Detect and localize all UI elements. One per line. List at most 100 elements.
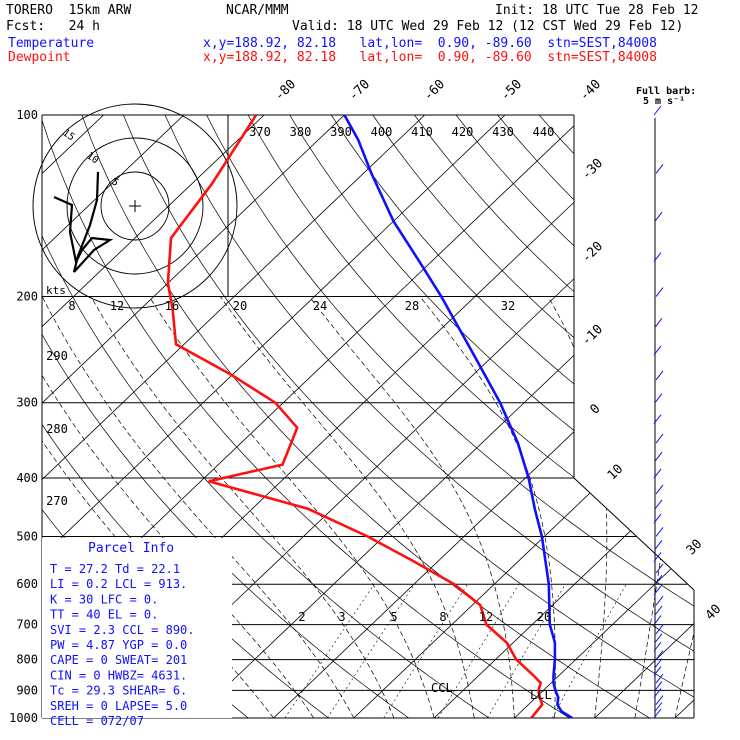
wind-barb (653, 708, 662, 719)
scale-label: 28 (405, 299, 419, 313)
wind-barb (654, 605, 663, 616)
wind-barb (653, 105, 662, 116)
center-label: NCAR/MMM (226, 3, 289, 18)
legend-dewpoint: Dewpoint (8, 50, 71, 65)
pressure-tick-label: 800 (16, 653, 38, 667)
wind-barb (655, 484, 664, 495)
dry-adiabat (331, 115, 694, 718)
moist-adiabat (42, 296, 355, 718)
isotherm-line (42, 115, 265, 718)
scale-label: 12 (110, 299, 124, 313)
parcel-info-row: PW = 4.87 YGP = 0.0 (50, 638, 187, 652)
hodograph: 5 10 15 (32, 103, 238, 309)
wind-barb (654, 633, 663, 643)
mixing-ratio-line (327, 584, 415, 718)
isotherm-label: 30 (684, 537, 706, 559)
theta-label: 420 (452, 125, 474, 139)
hodograph-ring (32, 103, 238, 309)
theta-label: 390 (330, 125, 352, 139)
wind-barb (655, 164, 664, 174)
init-time: Init: 18 UTC Tue 28 Feb 12 (495, 3, 699, 18)
lcl-marker: LCL (530, 688, 552, 702)
mixing-ratio-label: 2 (298, 610, 305, 624)
theta-label: 280 (46, 422, 68, 436)
wind-barb (653, 513, 662, 524)
parcel-info-row: CAPE = 0 SWEAT= 201 (50, 653, 187, 667)
wind-barb (653, 345, 662, 356)
moist-adiabat (674, 296, 694, 718)
isotherm-label: -60 (421, 77, 448, 104)
pressure-tick-label: 500 (16, 529, 38, 543)
dry-adiabat (663, 115, 694, 718)
wind-barb (653, 615, 662, 625)
isotherm-line (42, 115, 345, 718)
mixing-ratio-line (383, 584, 468, 718)
legend-temperature: Temperature (8, 36, 95, 51)
scale-label: 16 (165, 299, 179, 313)
wind-barb (655, 563, 664, 574)
wind-barb (655, 624, 664, 635)
wind-barb (654, 539, 663, 550)
pressure-tick-label: 1000 (9, 711, 38, 725)
isotherm-label: 40 (703, 602, 725, 624)
isotherm-label: -10 (579, 322, 606, 349)
parcel-info-row: CIN = 0 HWBZ= 4631. (50, 668, 187, 682)
hodograph-trace (53, 171, 114, 273)
parcel-info-box: Parcel Info T = 27.2 Td = 22.1LI = 0.2 L… (42, 538, 232, 728)
pressure-tick-label: 900 (16, 683, 38, 697)
isotherm-label: -70 (346, 77, 373, 104)
wind-barb (653, 252, 662, 262)
scale-label: 32 (501, 299, 515, 313)
pressure-tick-label: 100 (16, 108, 38, 122)
parcel-info-row: SREH = 0 LAPSE= 5.0 (50, 699, 187, 713)
mixing-ratio-label: 8 (439, 610, 446, 624)
scale-label: 8 (68, 299, 75, 313)
dry-adiabat (414, 115, 694, 718)
hodograph-ring-label: 15 (60, 127, 76, 143)
wind-barb (653, 666, 662, 676)
theta-label: 270 (46, 494, 68, 508)
valid-time: Valid: 18 UTC Wed 29 Feb 12 (12 CST Wed … (292, 19, 684, 34)
parcel-info-row: TT = 40 EL = 0. (50, 608, 158, 622)
scale-label: 24 (313, 299, 327, 313)
isotherm-label: -20 (579, 239, 606, 266)
isotherm-label: -50 (498, 77, 525, 104)
dry-adiabat (247, 115, 694, 718)
mixing-ratio-line (437, 584, 520, 718)
pressure-tick-label: 600 (16, 577, 38, 591)
wind-barb (654, 681, 663, 691)
theta-label: 400 (371, 125, 393, 139)
hodograph-ring-label: 5 (109, 176, 120, 188)
isotherm-line (594, 115, 694, 718)
wind-barb (655, 595, 664, 606)
parcel-info-row: Tc = 29.3 SHEAR= 6. (50, 684, 187, 698)
mixing-ratio-label: 5 (390, 610, 397, 624)
moist-adiabat (220, 296, 475, 718)
wind-barb (653, 414, 662, 424)
isotherm-line (353, 115, 694, 718)
wind-barb (654, 658, 663, 668)
dry-adiabat (372, 115, 694, 718)
dry-adiabat (705, 115, 740, 731)
wind-barb-column (653, 105, 664, 719)
parcel-info-row: K = 30 LFC = 0. (50, 592, 158, 606)
parcel-info-row: LI = 0.2 LCL = 913. (50, 577, 187, 591)
parcel-info-row: SVI = 2.3 CCL = 890. (50, 623, 195, 637)
wind-barb (654, 702, 663, 712)
isotherm-line (433, 115, 694, 718)
dry-adiabat (42, 115, 590, 718)
mixing-ratio-line (487, 584, 566, 718)
dry-adiabat (538, 115, 694, 718)
hodograph-units: kts (46, 284, 66, 297)
wind-barb (654, 318, 663, 328)
pressure-tick-label: 400 (16, 471, 38, 485)
theta-label: 370 (249, 125, 271, 139)
mixing-ratio-label: 12 (479, 610, 493, 624)
wind-barb (654, 211, 663, 222)
parcel-info-title: Parcel Info (88, 541, 174, 556)
wind-barb (654, 499, 663, 510)
wind-barb (653, 641, 662, 652)
wind-barb (655, 527, 664, 537)
dry-adiabat (123, 115, 694, 718)
